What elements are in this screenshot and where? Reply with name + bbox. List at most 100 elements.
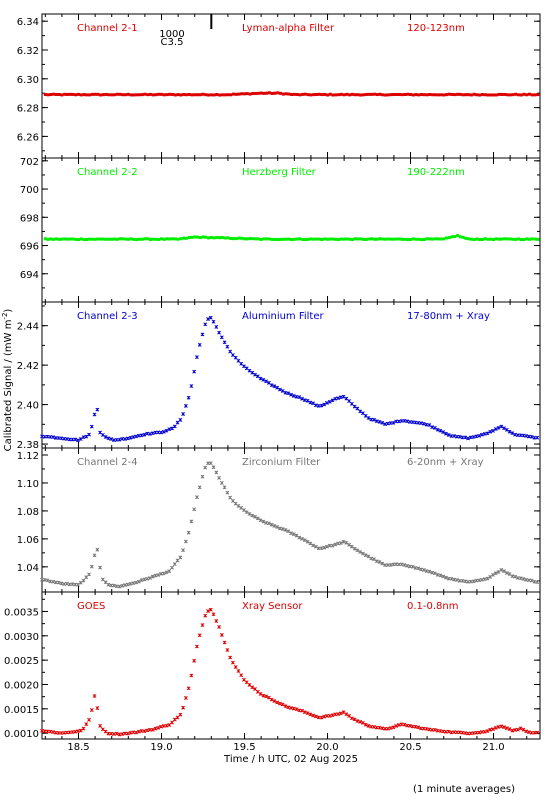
data-point bbox=[121, 237, 125, 241]
data-point bbox=[76, 729, 80, 734]
data-point bbox=[283, 704, 288, 709]
y-tick-label: 0.0025 bbox=[4, 656, 39, 667]
data-point bbox=[267, 91, 271, 95]
data-point bbox=[272, 384, 277, 389]
data-point bbox=[128, 435, 133, 440]
data-point bbox=[266, 521, 271, 526]
data-point bbox=[146, 93, 150, 97]
data-point bbox=[383, 422, 387, 427]
data-point bbox=[150, 574, 155, 579]
data-point bbox=[154, 237, 158, 241]
y-tick-label: 6.32 bbox=[17, 46, 39, 57]
data-point bbox=[154, 93, 158, 97]
data-point bbox=[403, 93, 407, 97]
data-point bbox=[190, 93, 194, 97]
data-point bbox=[74, 93, 78, 97]
data-point bbox=[156, 725, 161, 730]
data-point bbox=[278, 526, 282, 531]
data-point bbox=[330, 543, 335, 548]
data-point bbox=[164, 570, 169, 575]
data-point bbox=[464, 93, 468, 97]
data-point bbox=[106, 582, 111, 587]
data-point bbox=[283, 527, 288, 532]
y-tick-label: 2.40 bbox=[17, 401, 39, 412]
data-point bbox=[212, 236, 216, 240]
data-point bbox=[522, 238, 526, 242]
data-point bbox=[300, 396, 304, 401]
data-point bbox=[264, 694, 269, 699]
data-point bbox=[472, 238, 476, 242]
data-point bbox=[301, 237, 305, 241]
data-point bbox=[225, 344, 230, 349]
data-point bbox=[504, 726, 509, 731]
data-point bbox=[312, 237, 316, 241]
data-point bbox=[278, 701, 282, 706]
y-tick-label: 1.04 bbox=[17, 563, 39, 574]
data-point bbox=[103, 729, 108, 734]
data-point bbox=[136, 579, 141, 584]
data-point bbox=[189, 384, 194, 388]
data-point bbox=[195, 93, 199, 97]
data-point bbox=[525, 93, 529, 97]
data-point bbox=[336, 396, 340, 401]
data-point bbox=[107, 93, 111, 97]
y-tick-label: 0.0020 bbox=[4, 680, 39, 691]
data-point bbox=[182, 236, 186, 240]
data-point bbox=[168, 92, 172, 96]
data-point bbox=[375, 237, 379, 241]
data-point bbox=[208, 607, 213, 612]
data-point bbox=[183, 403, 188, 408]
data-point bbox=[453, 93, 457, 97]
data-point bbox=[142, 432, 147, 437]
data-point bbox=[84, 722, 89, 727]
data-point bbox=[93, 237, 97, 241]
data-point bbox=[297, 535, 302, 540]
data-point bbox=[458, 92, 462, 96]
data-point bbox=[193, 235, 197, 239]
data-point bbox=[51, 435, 55, 440]
data-point bbox=[364, 92, 368, 96]
data-point bbox=[81, 578, 86, 583]
data-point bbox=[416, 725, 421, 730]
data-point bbox=[142, 577, 147, 582]
data-point bbox=[182, 92, 186, 96]
data-point bbox=[322, 714, 327, 719]
data-point bbox=[420, 92, 424, 96]
data-point bbox=[126, 237, 130, 241]
data-point bbox=[132, 237, 136, 241]
data-point bbox=[240, 92, 244, 96]
data-point bbox=[250, 370, 255, 375]
data-point bbox=[295, 237, 299, 241]
data-point bbox=[165, 237, 169, 241]
data-point bbox=[123, 583, 127, 587]
data-point bbox=[472, 92, 476, 96]
data-point bbox=[406, 238, 410, 242]
data-point bbox=[179, 93, 183, 97]
data-point bbox=[510, 431, 515, 436]
data-point bbox=[400, 93, 404, 97]
data-point bbox=[201, 235, 205, 239]
data-point bbox=[233, 665, 238, 669]
data-point bbox=[59, 581, 64, 586]
data-point bbox=[215, 235, 219, 239]
panel-frame bbox=[41, 13, 541, 159]
data-point bbox=[117, 437, 122, 442]
data-point bbox=[447, 92, 451, 96]
data-point bbox=[218, 236, 222, 240]
data-point bbox=[187, 92, 191, 96]
data-point bbox=[306, 93, 310, 97]
data-point bbox=[223, 93, 227, 97]
y-tick-label: 0.0030 bbox=[4, 632, 39, 643]
data-point bbox=[355, 406, 360, 411]
data-point bbox=[68, 237, 72, 241]
data-point bbox=[361, 720, 365, 725]
data-point bbox=[181, 412, 186, 416]
data-point bbox=[363, 722, 368, 727]
data-point bbox=[74, 237, 78, 241]
y-tick-label: 700 bbox=[20, 185, 39, 196]
data-point bbox=[266, 695, 271, 700]
data-point bbox=[502, 569, 506, 574]
data-point bbox=[358, 550, 363, 554]
data-point bbox=[261, 377, 266, 382]
data-point bbox=[507, 429, 512, 434]
